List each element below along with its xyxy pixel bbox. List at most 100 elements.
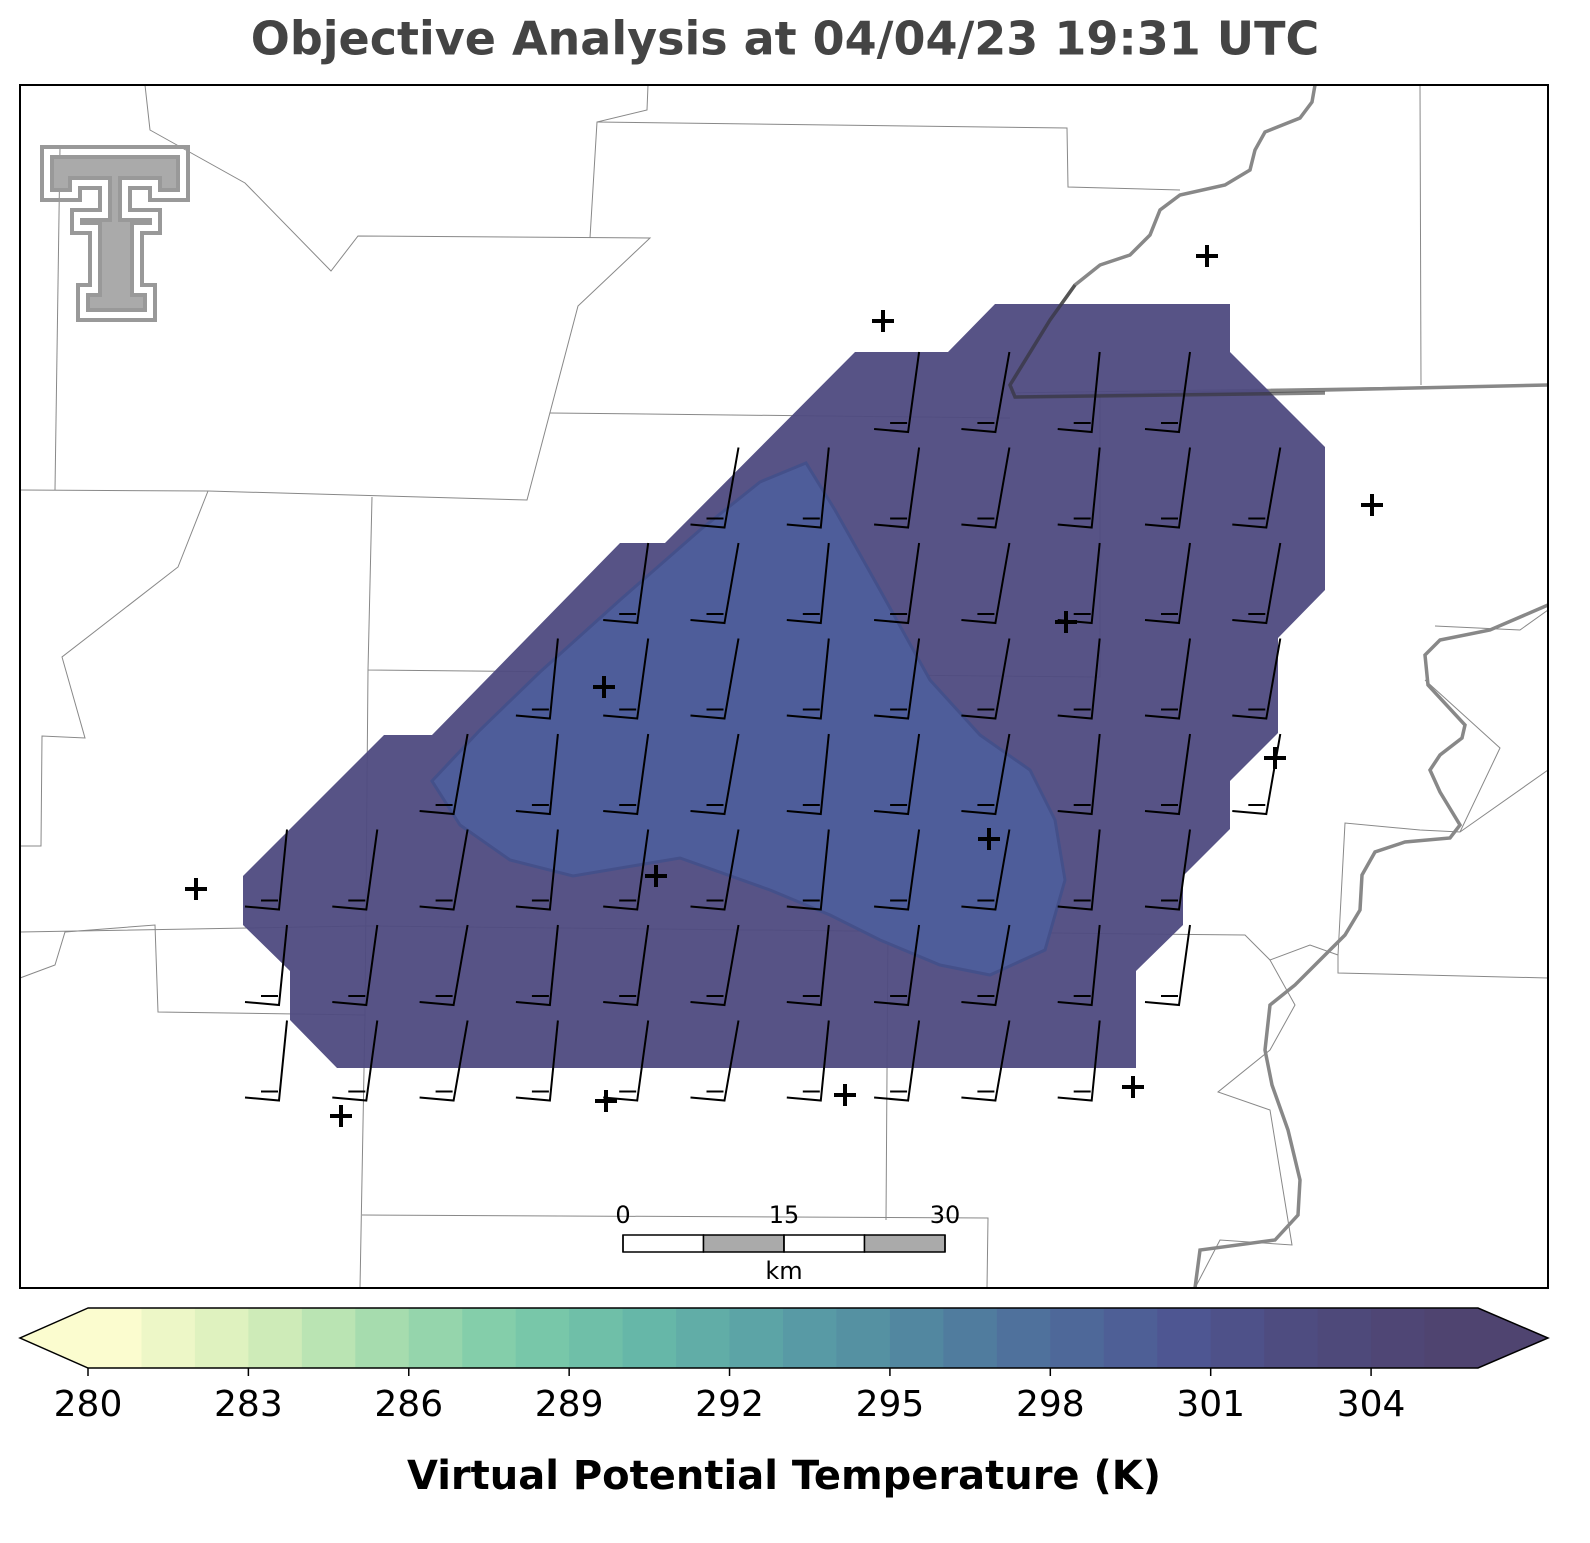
colorbar-tick-label: 298 [1016,1384,1085,1425]
wind-barb [419,733,469,816]
wind-barb [603,733,650,816]
wind-barb [961,829,1011,911]
wind-barb [332,829,379,911]
wind-barb [515,1020,559,1102]
colorbar-box [1317,1308,1372,1368]
scale-bar: km 0 15 30 [615,1201,960,1285]
scale-segment [863,1234,946,1253]
colorbar-outline [18,1307,1550,1369]
logo [40,145,190,322]
wind-barb [961,733,1011,816]
wind-barb [1057,924,1101,1007]
scale-label: 15 [769,1201,800,1229]
wind-barb [515,638,559,720]
wind-barb [786,447,830,529]
colorbar-tick-label: 280 [54,1384,123,1425]
wind-barb [961,447,1011,529]
wind-barb [874,733,921,816]
wind-barb [961,638,1011,720]
wind-barb [874,351,921,434]
wind-barb [1057,351,1101,434]
colorbar-box [569,1308,624,1368]
wind-barb [515,924,559,1007]
wind-barb [603,829,650,911]
wind-barb [961,924,1011,1007]
wind-barb [690,829,740,911]
wind-barb [332,924,379,1007]
colorbar-box [515,1308,570,1368]
wind-barb [786,733,830,816]
colorbar-box [783,1308,838,1368]
colorbar-box [996,1308,1051,1368]
colorbar-extend-low [20,1308,88,1368]
wind-barb [1057,829,1101,911]
wind-barb [332,1020,379,1102]
wind-barb [786,924,830,1007]
contour-inner [430,461,1067,977]
wind-barb [1057,1020,1101,1102]
wind-barb [961,542,1011,625]
wind-barb [690,1020,740,1102]
colorbar-box [141,1308,196,1368]
wind-barb [603,924,650,1007]
wind-barb [1144,542,1191,625]
wind-barb [244,829,288,911]
wind-barb [874,924,921,1007]
wind-barb [515,733,559,816]
wind-barb [1232,542,1282,625]
wind-barb [1232,447,1282,529]
colorbar-tick-label: 289 [535,1384,604,1425]
scale-segment [622,1234,705,1253]
colorbar-box [943,1308,998,1368]
wind-barb [1232,638,1282,720]
wind-barb [515,829,559,911]
wind-barb [419,1020,469,1102]
colorbar-box [1210,1308,1265,1368]
colorbar-extend-high [1478,1308,1548,1368]
wind-barb [961,1020,1011,1102]
wind-barbs [244,351,1282,1102]
wind-barb [874,447,921,529]
wind-barb [874,638,921,720]
wind-barb [419,829,469,911]
wind-barb [874,542,921,625]
colorbar-box [1264,1308,1319,1368]
scale-label: 0 [615,1201,630,1229]
wind-barb [786,1020,830,1102]
colorbar-box [355,1308,410,1368]
wind-barb [690,924,740,1007]
wind-barb [874,829,921,911]
colorbar-tick-label: 283 [214,1384,283,1425]
colorbar: 280 283 286 289 292 295 298 301 304 [18,1307,1550,1425]
colorbar-box [889,1308,944,1368]
wind-barb [1144,447,1191,529]
colorbar-box [622,1308,677,1368]
colorbar-tick-label: 286 [374,1384,443,1425]
colorbar-tick-label: 301 [1176,1384,1245,1425]
wind-barb [786,638,830,720]
title: Objective Analysis at 04/04/23 19:31 UTC [251,12,1320,66]
colorbar-box [1050,1308,1105,1368]
colorbar-box [301,1308,356,1368]
colorbar-tick-label: 292 [695,1384,764,1425]
map: km 0 15 30 [19,84,1549,1289]
map-frame [19,84,1549,1289]
wind-barb [786,542,830,625]
wind-barb [603,542,650,625]
wind-barb [690,447,740,529]
wind-barb [1057,638,1101,720]
wind-barb [786,829,830,911]
colorbar-label: Virtual Potential Temperature (K) [407,1453,1161,1499]
colorbar-box [1103,1308,1158,1368]
overlay-line [1008,283,1326,399]
wind-barb [1144,638,1191,720]
wind-barb [244,1020,288,1102]
scale-segment [783,1234,866,1253]
wind-barb [874,1020,921,1102]
colorbar-box [1157,1308,1212,1368]
colorbar-box [676,1308,731,1368]
scale-label: 30 [930,1201,961,1229]
colorbar-tick-label: 304 [1337,1384,1406,1425]
